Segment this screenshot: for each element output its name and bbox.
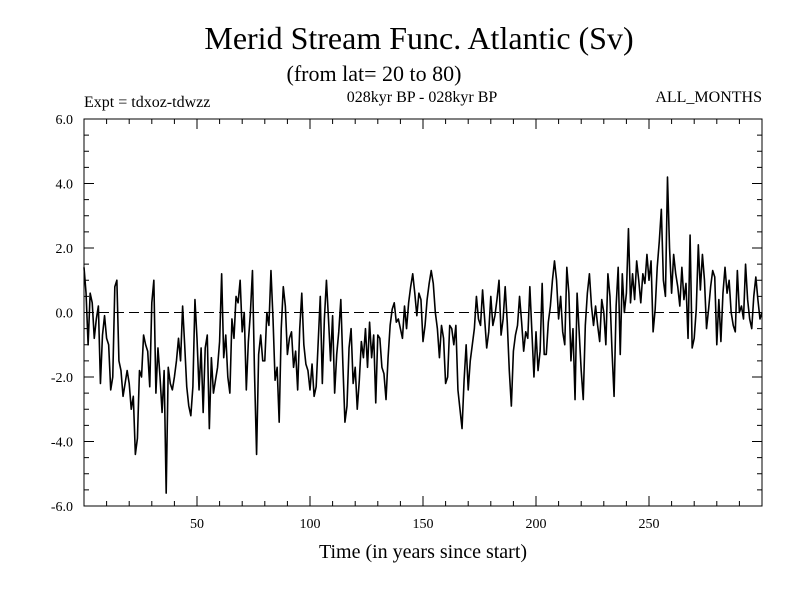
minor-ticks [84,119,762,506]
y-tick-label: 0.0 [56,307,74,322]
y-tick-label: 6.0 [56,113,74,128]
x-tick-label: 200 [526,517,547,532]
x-tick-label: 150 [413,517,434,532]
x-tick-label: 250 [639,517,660,532]
x-axis: 50 100 150 200 250 [190,119,660,532]
series-line [83,176,763,494]
chart-subtitle: (from lat= 20 to 80) [287,61,462,86]
y-tick-label: 2.0 [56,242,74,257]
y-tick-label: -2.0 [51,371,73,386]
season-label: ALL_MONTHS [655,89,762,106]
experiment-label: Expt = tdxoz-tdwzz [84,94,210,111]
y-axis: -6.0 -4.0 -2.0 0.0 2.0 4.0 6.0 [51,113,762,515]
x-tick-label: 50 [190,517,204,532]
period-label: 028kyr BP - 028kyr BP [347,89,498,106]
x-axis-label: Time (in years since start) [319,541,527,563]
chart-title: Merid Stream Func. Atlantic (Sv) [204,20,633,56]
y-tick-label: 4.0 [56,178,74,193]
x-tick-label: 100 [300,517,321,532]
y-tick-label: -4.0 [51,436,73,451]
y-tick-label: -6.0 [51,500,73,515]
